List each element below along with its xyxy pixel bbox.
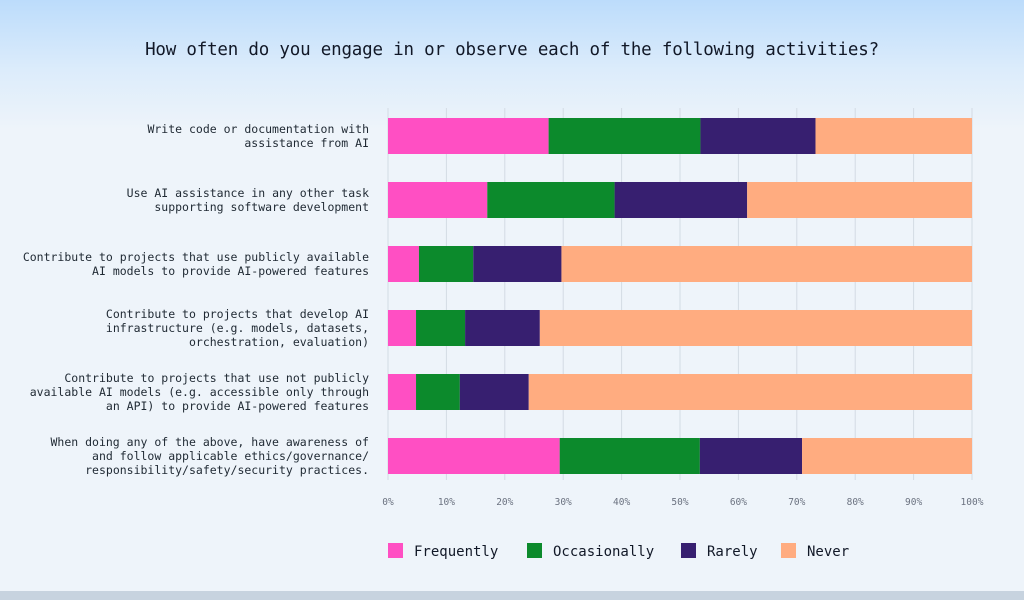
- bar-rarely: [700, 118, 816, 154]
- category-label-line: assistance from AI: [244, 136, 369, 150]
- bar-occasionally: [416, 310, 466, 346]
- x-tick-label: 50%: [671, 497, 688, 508]
- category-label-line: and follow applicable ethics/governance/: [92, 449, 369, 463]
- bar-never: [815, 118, 972, 154]
- bar-never: [747, 182, 972, 218]
- bar-frequently: [388, 310, 417, 346]
- bar-occasionally: [418, 246, 474, 282]
- category-label-line: supporting software development: [154, 200, 369, 214]
- bar-never: [561, 246, 972, 282]
- legend-label-rarely: Rarely: [707, 544, 758, 560]
- legend-label-frequently: Frequently: [414, 544, 498, 560]
- x-tick-label: 0%: [382, 497, 394, 508]
- category-label: Contribute to projects that use not publ…: [30, 371, 369, 413]
- category-label: Contribute to projects that use publicly…: [23, 250, 369, 278]
- legend-label-occasionally: Occasionally: [553, 544, 654, 560]
- bar-rarely: [465, 310, 540, 346]
- bar-never: [528, 374, 972, 410]
- category-label-line: orchestration, evaluation): [189, 335, 369, 349]
- bar-frequently: [388, 438, 560, 474]
- category-label: Contribute to projects that develop AI in…: [106, 307, 369, 349]
- grid-lines: [387, 108, 973, 480]
- category-label-line: an API) to provide AI-powered features: [106, 399, 369, 413]
- bar-rarely: [473, 246, 562, 282]
- category-label: When doing any of the above, have awaren…: [51, 435, 370, 477]
- legend-swatch-occasionally: [527, 543, 542, 558]
- bar-frequently: [388, 118, 549, 154]
- bar-frequently: [388, 182, 488, 218]
- x-tick-label: 10%: [438, 497, 455, 508]
- x-tick-label: 20%: [496, 497, 513, 508]
- x-tick-label: 30%: [555, 497, 572, 508]
- bars: [388, 118, 972, 474]
- bar-rarely: [699, 438, 803, 474]
- bar-rarely: [614, 182, 748, 218]
- bar-occasionally: [487, 182, 615, 218]
- bar-rarely: [459, 374, 529, 410]
- x-axis-ticks: 0% 10% 20% 30% 40% 50% 60% 70% 80% 90% 100%: [382, 497, 983, 508]
- bar-frequently: [388, 246, 419, 282]
- legend-swatch-frequently: [388, 543, 403, 558]
- category-label-line: Use AI assistance in any other task: [127, 186, 369, 200]
- legend: Frequently Occasionally Rarely Never: [388, 543, 849, 560]
- category-label-line: Write code or documentation with: [147, 122, 369, 136]
- bar-never: [802, 438, 972, 474]
- category-label-line: available AI models (e.g. accessible onl…: [30, 385, 369, 399]
- bottom-strip: [0, 591, 1024, 600]
- category-label-line: AI models to provide AI-powered features: [92, 264, 369, 278]
- category-label-line: When doing any of the above, have awaren…: [51, 435, 370, 449]
- legend-swatch-rarely: [681, 543, 696, 558]
- category-labels: Write code or documentation with assistan…: [23, 122, 369, 477]
- bar-occasionally: [548, 118, 701, 154]
- category-label: Use AI assistance in any other task suppo…: [127, 186, 369, 214]
- category-label-line: Contribute to projects that use publicly…: [23, 250, 369, 264]
- category-label-line: Contribute to projects that develop AI: [106, 307, 369, 321]
- chart-title: How often do you engage in or observe ea…: [145, 40, 879, 60]
- category-label-line: infrastructure (e.g. models, datasets,: [106, 321, 369, 335]
- x-tick-label: 100%: [961, 497, 984, 508]
- x-tick-label: 40%: [613, 497, 630, 508]
- category-label: Write code or documentation with assistan…: [147, 122, 369, 150]
- bar-occasionally: [416, 374, 460, 410]
- category-label-line: Contribute to projects that use not publ…: [64, 371, 369, 385]
- category-label-line: responsibility/safety/security practices…: [85, 463, 369, 477]
- legend-label-never: Never: [807, 544, 849, 560]
- x-tick-label: 70%: [788, 497, 805, 508]
- legend-swatch-never: [781, 543, 796, 558]
- bar-frequently: [388, 374, 417, 410]
- bar-never: [539, 310, 972, 346]
- x-tick-label: 90%: [905, 497, 922, 508]
- bar-occasionally: [559, 438, 700, 474]
- x-tick-label: 80%: [847, 497, 864, 508]
- x-tick-label: 60%: [730, 497, 747, 508]
